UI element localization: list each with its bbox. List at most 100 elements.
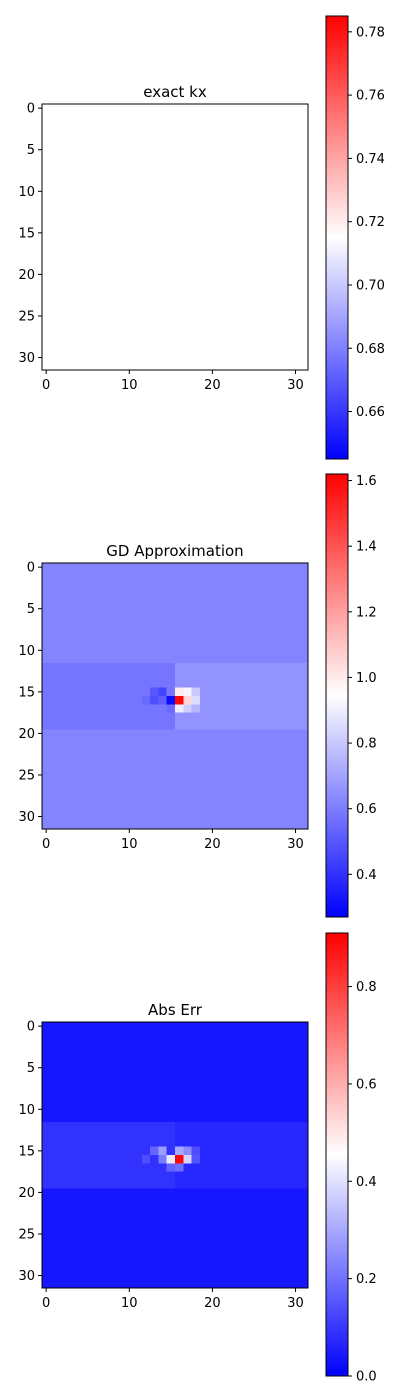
heatmap-cell	[216, 621, 226, 630]
heatmap-cell	[116, 729, 126, 738]
heatmap-cell	[58, 1105, 68, 1114]
heatmap-cell	[150, 679, 159, 689]
heatmap-cell	[83, 737, 93, 747]
heatmap-cell	[83, 1254, 93, 1264]
heatmap-cell	[150, 228, 159, 238]
colorbar-tick-label: 1.4	[356, 540, 377, 555]
heatmap-cell	[158, 295, 168, 304]
heatmap-cell	[166, 1022, 176, 1031]
heatmap-cell	[91, 687, 101, 697]
heatmap-cell	[199, 286, 209, 296]
heatmap-cell	[208, 1271, 217, 1281]
heatmap-cell	[150, 812, 159, 822]
heatmap-cell	[175, 704, 184, 714]
heatmap-cell	[141, 720, 151, 730]
heatmap-cell	[83, 604, 93, 614]
heatmap-cell	[50, 220, 60, 230]
heatmap-cell	[125, 671, 134, 680]
heatmap-cell	[216, 745, 226, 755]
heatmap-cell	[208, 704, 217, 714]
heatmap-cell	[158, 1046, 168, 1056]
heatmap-cell	[191, 137, 201, 146]
heatmap-cell	[116, 1071, 126, 1081]
heatmap-cell	[50, 187, 60, 196]
heatmap-cell	[166, 237, 176, 246]
heatmap-cell	[50, 563, 60, 572]
heatmap-cell	[125, 1229, 134, 1239]
heatmap-cell	[241, 1113, 251, 1123]
heatmap-cell	[75, 145, 84, 155]
heatmap-cell	[116, 162, 126, 171]
heatmap-cell	[50, 1163, 60, 1173]
heatmap-cell	[199, 345, 209, 354]
heatmap-cell	[224, 253, 234, 263]
heatmap-cell	[266, 820, 276, 830]
heatmap-cell	[133, 579, 143, 589]
heatmap-cell	[133, 128, 143, 138]
heatmap-cell	[166, 770, 176, 780]
heatmap-cell	[183, 1221, 193, 1231]
heatmap-cell	[199, 1229, 209, 1239]
heatmap-cell	[125, 295, 134, 304]
heatmap-cell	[175, 320, 184, 329]
heatmap-cell	[266, 1271, 276, 1281]
heatmap-cell	[83, 1238, 93, 1247]
heatmap-cell	[158, 1163, 168, 1173]
heatmap-cell	[299, 646, 309, 655]
heatmap-cell	[283, 596, 292, 605]
heatmap-cell	[158, 1188, 168, 1197]
heatmap-cell	[274, 1254, 284, 1264]
heatmap-cell	[141, 1080, 151, 1089]
heatmap-cell	[125, 1038, 134, 1048]
heatmap-cell	[108, 671, 118, 680]
heatmap-cell	[100, 170, 109, 180]
heatmap-cell	[141, 812, 151, 822]
heatmap-cell	[91, 596, 101, 605]
heatmap-cell	[233, 662, 242, 672]
heatmap-cell	[141, 596, 151, 605]
heatmap-cell	[158, 1063, 168, 1073]
heatmap-cell	[125, 745, 134, 755]
heatmap-cell	[125, 228, 134, 238]
heatmap-cell	[249, 1088, 259, 1098]
heatmap-cell	[266, 779, 276, 788]
heatmap-cell	[75, 712, 84, 722]
heatmap-cell	[66, 1188, 76, 1197]
heatmap-cell	[150, 212, 159, 221]
heatmap-cell	[283, 1088, 292, 1098]
heatmap-cell	[199, 353, 209, 363]
heatmap-cell	[116, 278, 126, 288]
heatmap-cell	[274, 604, 284, 614]
heatmap-cell	[216, 104, 226, 113]
heatmap-cell	[258, 596, 267, 605]
heatmap-cell	[91, 128, 101, 138]
heatmap-cell	[58, 1204, 68, 1214]
heatmap-cell	[266, 1155, 276, 1164]
heatmap-cell	[249, 1238, 259, 1247]
heatmap-cell	[100, 720, 109, 730]
heatmap-cell	[266, 220, 276, 230]
heatmap-cell	[258, 654, 267, 664]
heatmap-cell	[183, 604, 193, 614]
heatmap-cell	[42, 1196, 51, 1206]
heatmap-cell	[58, 1213, 68, 1222]
heatmap-cell	[208, 1022, 217, 1031]
heatmap-cell	[299, 1238, 309, 1247]
heatmap-cell	[266, 104, 276, 113]
heatmap-cell	[125, 286, 134, 296]
heatmap-cell	[199, 754, 209, 763]
heatmap-cell	[208, 336, 217, 346]
heatmap-cell	[75, 1046, 84, 1056]
heatmap-cell	[249, 336, 259, 346]
heatmap-cell	[258, 1138, 267, 1148]
heatmap-cell	[175, 737, 184, 747]
heatmap-cell	[183, 178, 193, 188]
heatmap-cell	[125, 145, 134, 155]
heatmap-cell	[183, 1204, 193, 1214]
heatmap-cell	[50, 1254, 60, 1264]
heatmap-cell	[125, 153, 134, 163]
heatmap-cell	[249, 762, 259, 772]
heatmap-cell	[166, 812, 176, 822]
heatmap-cell	[100, 1030, 109, 1040]
heatmap-cell	[133, 345, 143, 354]
